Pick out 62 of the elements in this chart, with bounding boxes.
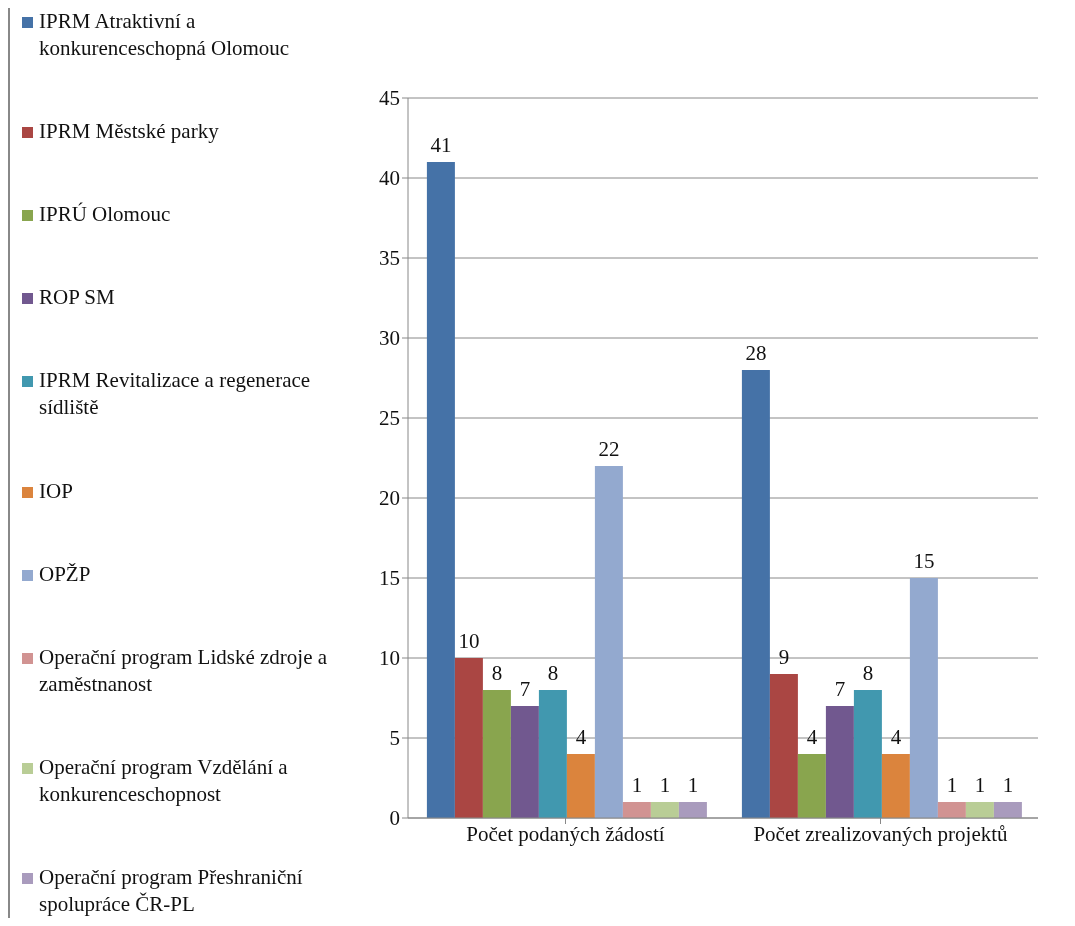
- bar: [937, 802, 966, 818]
- bar: [993, 802, 1022, 818]
- data-label: 4: [890, 725, 902, 749]
- y-tick-label: 20: [379, 486, 400, 511]
- legend-label: IPRM Městské parky: [39, 118, 219, 146]
- data-label: 4: [575, 725, 587, 749]
- data-label: 1: [687, 773, 699, 797]
- data-label: 1: [946, 773, 958, 797]
- data-label: 7: [834, 677, 846, 701]
- bar: [965, 802, 994, 818]
- bar: [797, 754, 826, 818]
- data-label: 1: [1002, 773, 1014, 797]
- y-tick-label: 15: [379, 566, 400, 591]
- legend-label: IOP: [39, 477, 73, 505]
- data-label: 41: [430, 133, 452, 157]
- bar: [482, 690, 511, 818]
- legend-label: IPRÚ Olomouc: [39, 201, 171, 229]
- bar: [741, 370, 770, 818]
- bar: [538, 690, 567, 818]
- bar: [853, 690, 882, 818]
- y-tick-label: 45: [379, 86, 400, 111]
- data-label: 22: [598, 437, 620, 461]
- bar: [825, 706, 854, 818]
- legend-label: ROP SM: [39, 284, 115, 312]
- bar: [909, 578, 938, 818]
- data-label: 4: [806, 725, 818, 749]
- bar: [881, 754, 910, 818]
- bar: [622, 802, 651, 818]
- data-label: 1: [631, 773, 643, 797]
- bar: [454, 658, 483, 818]
- legend-label: Operační program Vzdělání a konkurenceschopnost: [39, 753, 289, 808]
- bar: [594, 466, 623, 818]
- bar: [769, 674, 798, 818]
- legend-label: Operační program Přeshraniční spolupráce ČR-PL: [39, 864, 304, 918]
- legend-label: OPŽP: [39, 560, 91, 588]
- data-label: 8: [862, 661, 874, 685]
- y-tick-label: 0: [389, 806, 400, 831]
- data-label: 8: [547, 661, 559, 685]
- y-tick-label: 35: [379, 246, 400, 271]
- y-tick-label: 40: [379, 166, 400, 191]
- data-label: 1: [659, 773, 671, 797]
- data-label: 15: [913, 549, 935, 573]
- bar: [678, 802, 707, 818]
- data-label: 28: [745, 341, 767, 365]
- y-tick-label: 30: [379, 326, 400, 351]
- data-label: 8: [491, 661, 503, 685]
- bar: [566, 754, 595, 818]
- y-tick-label: 25: [379, 406, 400, 431]
- y-tick-label: 10: [379, 646, 400, 671]
- data-label: 10: [458, 629, 480, 653]
- data-label: 1: [974, 773, 986, 797]
- data-label: 9: [778, 645, 790, 669]
- legend-label: Operační program Lidské zdroje a zaměstnanost: [39, 643, 329, 698]
- bar: [426, 162, 455, 818]
- x-tick-label: Počet podaných žádostí: [466, 821, 665, 846]
- x-tick-label: Počet zrealizovaných projektů: [753, 821, 1009, 846]
- bar: [650, 802, 679, 818]
- bar: [510, 706, 539, 818]
- legend-label: IPRM Atraktivní a konkurenceschopná Olomouc: [39, 8, 291, 62]
- data-label: 7: [519, 677, 531, 701]
- legend-label: IPRM Revitalizace a regenerace sídliště: [39, 367, 312, 422]
- y-tick-label: 5: [389, 726, 400, 751]
